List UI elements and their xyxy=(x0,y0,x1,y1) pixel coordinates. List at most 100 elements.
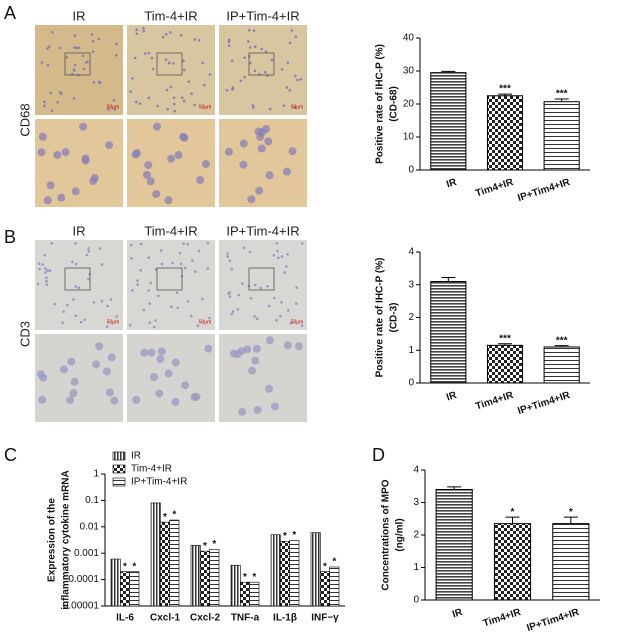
cell xyxy=(266,285,269,288)
cell xyxy=(71,260,74,264)
cell xyxy=(36,282,40,286)
cell xyxy=(129,243,133,247)
cell xyxy=(299,77,303,81)
cell xyxy=(142,29,146,33)
cell xyxy=(252,344,261,353)
legend-swatch xyxy=(112,451,126,461)
cell xyxy=(81,156,90,165)
legend-swatch xyxy=(112,477,126,487)
cell xyxy=(288,147,297,156)
cell xyxy=(196,175,205,184)
cell xyxy=(41,263,44,266)
y-tick-label: 3 xyxy=(413,497,419,508)
cell xyxy=(178,251,182,255)
cell xyxy=(156,104,159,108)
cell xyxy=(272,253,276,257)
cell xyxy=(69,389,78,398)
image-header: IP+Tim-4+IR xyxy=(226,8,299,23)
cell xyxy=(191,259,194,262)
cell xyxy=(135,100,138,104)
bar xyxy=(430,72,467,171)
cell xyxy=(152,189,161,198)
stain-label: CD3 xyxy=(17,321,32,347)
cell xyxy=(74,314,78,318)
cell xyxy=(242,246,246,250)
cell xyxy=(85,253,89,257)
y-tick-label: 1 xyxy=(93,469,99,480)
y-axis-label: Expression of the xyxy=(47,498,58,582)
cell xyxy=(257,144,266,153)
cell xyxy=(295,286,298,289)
cell xyxy=(107,353,116,362)
cell xyxy=(228,295,232,298)
cell xyxy=(160,262,164,266)
cell xyxy=(203,83,206,87)
cell xyxy=(75,46,78,50)
y-axis-label: inflammatory cytokine mRNA xyxy=(61,470,72,609)
cell xyxy=(189,314,193,318)
bar xyxy=(435,489,473,601)
cell xyxy=(286,252,289,256)
cell xyxy=(86,60,89,64)
cell xyxy=(45,276,48,279)
x-tick-label: IR xyxy=(445,390,459,404)
image-header: IR xyxy=(73,223,86,238)
scale-bar: 50μm xyxy=(291,319,304,325)
cell xyxy=(252,106,255,109)
cell xyxy=(277,256,280,260)
cell xyxy=(228,259,232,263)
micrograph-zoom xyxy=(35,119,123,207)
cell xyxy=(73,46,76,49)
cell xyxy=(252,29,256,32)
cell xyxy=(112,98,116,102)
cell xyxy=(175,291,179,294)
cell xyxy=(233,350,242,359)
cell xyxy=(206,267,210,270)
bar xyxy=(320,571,330,607)
significance: *** xyxy=(556,89,568,100)
cell xyxy=(260,47,264,51)
cell xyxy=(48,269,52,272)
cell xyxy=(294,342,303,351)
cell xyxy=(71,187,80,196)
bar xyxy=(169,519,180,607)
cell xyxy=(265,336,274,345)
cell xyxy=(170,305,173,309)
y-tick-label: 0.0001 xyxy=(68,574,99,585)
cell xyxy=(253,405,262,414)
cell xyxy=(91,50,95,53)
cell xyxy=(43,104,46,108)
cell xyxy=(53,302,56,306)
cell xyxy=(286,61,290,64)
cell xyxy=(187,80,191,83)
cell xyxy=(130,257,133,260)
cell xyxy=(295,302,298,305)
legend-label: IR xyxy=(131,451,141,462)
significance: *** xyxy=(556,335,568,346)
x-tick-label: IP+Tim4+IR xyxy=(516,390,572,417)
cell xyxy=(239,79,243,83)
cell xyxy=(176,306,180,310)
cell xyxy=(161,35,165,39)
cell xyxy=(150,56,154,60)
panel-label: D xyxy=(372,445,385,465)
cell xyxy=(179,262,183,266)
micrograph xyxy=(35,25,123,115)
micrograph-zoom xyxy=(219,334,307,422)
roi xyxy=(64,52,91,76)
bar xyxy=(129,571,140,607)
y-tick-label: 0.01 xyxy=(80,521,100,532)
significance: * xyxy=(292,530,296,541)
cell xyxy=(147,96,151,100)
cell xyxy=(193,103,196,107)
cell xyxy=(53,150,62,159)
significance: * xyxy=(323,561,327,572)
cell xyxy=(147,289,150,292)
cell xyxy=(154,319,157,322)
x-tick-label: IL-6 xyxy=(116,613,134,624)
cell xyxy=(227,44,231,47)
y-axis-label: (CD-3) xyxy=(389,303,400,333)
cell xyxy=(50,109,54,113)
bar xyxy=(430,280,467,384)
cell xyxy=(171,358,180,367)
